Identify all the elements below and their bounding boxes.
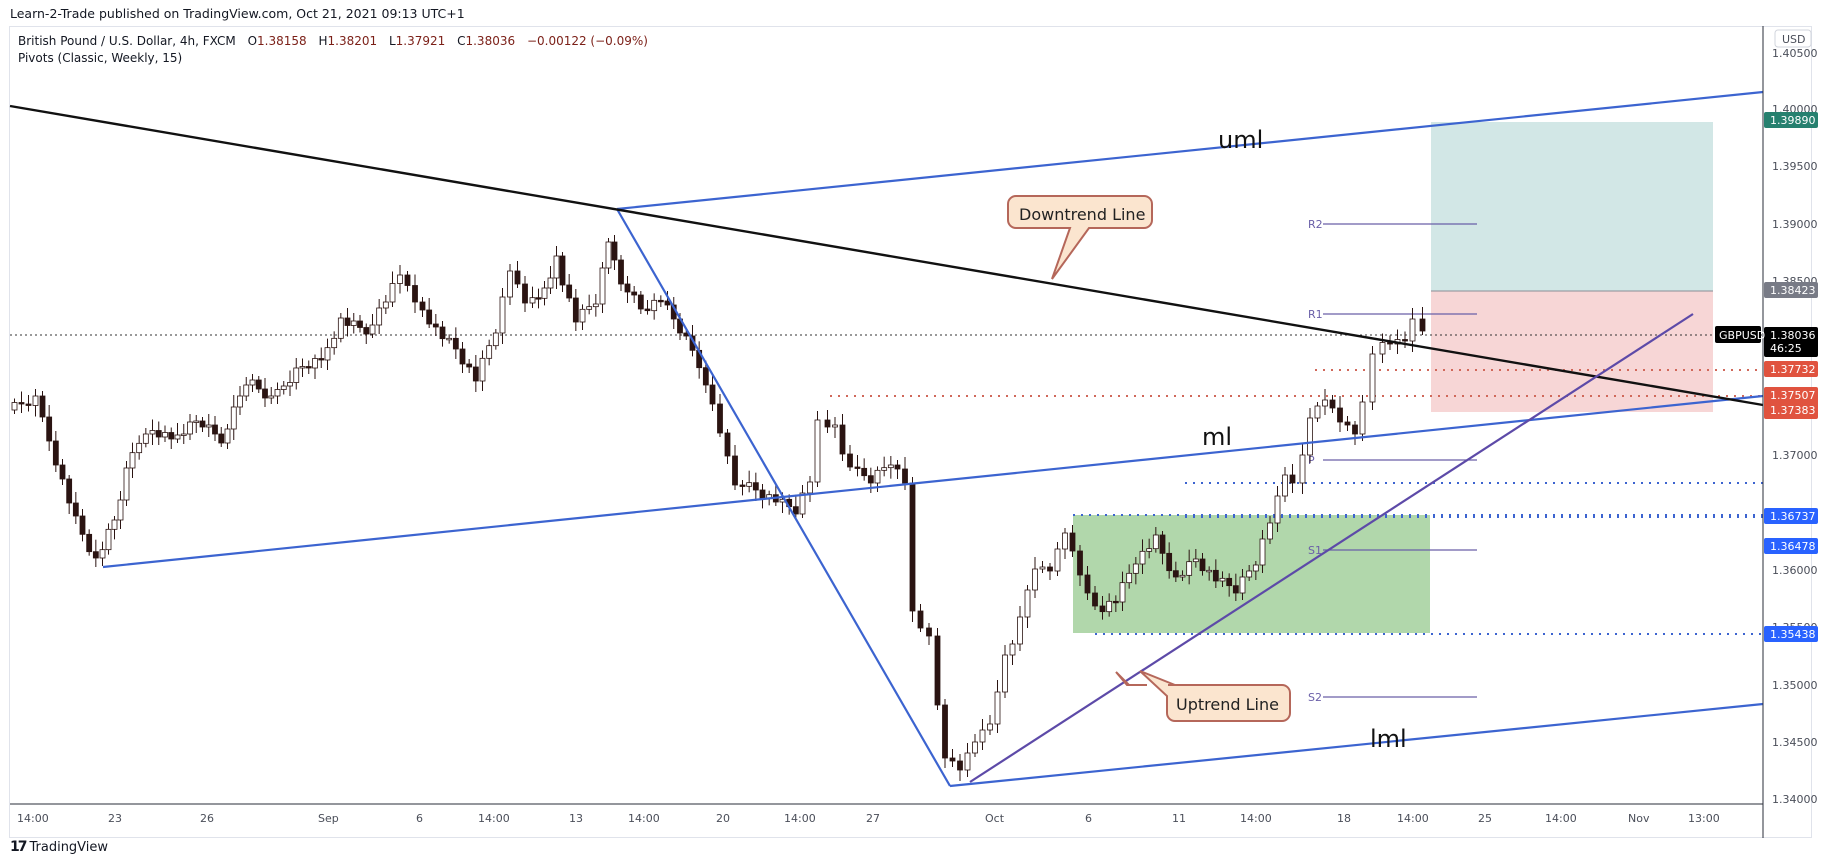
svg-text:13:00: 13:00	[1688, 812, 1720, 825]
change-value: −0.00122 (−0.09%)	[526, 34, 648, 48]
open-value: 1.38158	[257, 34, 307, 48]
svg-text:1.36737: 1.36737	[1770, 510, 1816, 523]
indicator-legend[interactable]: Pivots (Classic, Weekly, 15)	[18, 51, 183, 65]
downtrend-callout-text: Downtrend Line	[1019, 205, 1145, 224]
pivot-r1-label: R1	[1308, 308, 1323, 321]
symbol-title[interactable]: British Pound / U.S. Dollar, 4h, FXCM	[18, 34, 236, 48]
svg-text:1.38423: 1.38423	[1770, 284, 1816, 297]
svg-text:6: 6	[416, 812, 423, 825]
price-tag-r: 1.37732	[1764, 361, 1818, 377]
currency-label: USD	[1782, 33, 1806, 46]
tradingview-brand: TradingView	[29, 839, 109, 855]
svg-text:25: 25	[1478, 812, 1492, 825]
chart-legend: British Pound / U.S. Dollar, 4h, FXCM O1…	[18, 33, 648, 67]
pivot-p-label: P	[1308, 454, 1315, 467]
price-tag-last: 1.38036 46:25	[1764, 327, 1818, 357]
symbol-tag: GBPUSD	[1715, 326, 1765, 343]
downtrend-callout[interactable]: Downtrend Line	[1007, 195, 1153, 280]
svg-text:1.34500: 1.34500	[1772, 736, 1818, 749]
price-tag-target: 1.39890	[1764, 112, 1818, 128]
pivot-lines: R2 R1 P S1 S2	[1308, 218, 1477, 704]
price-tag-s3: 1.35438	[1764, 626, 1818, 642]
lml-label: lml	[1370, 725, 1407, 753]
svg-text:14:00: 14:00	[1545, 812, 1577, 825]
svg-text:14:00: 14:00	[1240, 812, 1272, 825]
svg-text:14:00: 14:00	[1397, 812, 1429, 825]
svg-text:1.36478: 1.36478	[1770, 540, 1816, 553]
svg-text:1.40500: 1.40500	[1772, 47, 1818, 60]
svg-text:1.37000: 1.37000	[1772, 449, 1818, 462]
time-axis[interactable]: 14:00 23 26 Sep 6 14:00 13 14:00 20 14:0…	[17, 812, 1720, 825]
svg-text:14:00: 14:00	[784, 812, 816, 825]
svg-text:46:25: 46:25	[1770, 342, 1802, 355]
svg-text:14:00: 14:00	[628, 812, 660, 825]
svg-text:18: 18	[1337, 812, 1351, 825]
low-value: 1.37921	[395, 34, 446, 48]
svg-text:23: 23	[108, 812, 122, 825]
svg-text:13: 13	[569, 812, 583, 825]
svg-text:14:00: 14:00	[478, 812, 510, 825]
published-by: Learn-2-Trade published on TradingView.c…	[10, 6, 465, 21]
svg-text:1.35000: 1.35000	[1772, 679, 1818, 692]
tradingview-logo[interactable]: 17 TradingView	[10, 839, 108, 855]
price-tag-s1: 1.36737	[1764, 508, 1818, 524]
downtrend-line[interactable]	[9, 104, 1764, 407]
svg-text:1.37507: 1.37507	[1770, 389, 1816, 402]
pitchfork[interactable]	[102, 90, 1764, 788]
svg-text:1.34000: 1.34000	[1772, 793, 1818, 806]
profit-zone[interactable]	[1431, 122, 1713, 291]
svg-text:Oct: Oct	[985, 812, 1005, 825]
svg-text:27: 27	[866, 812, 880, 825]
svg-text:1.39500: 1.39500	[1772, 160, 1818, 173]
svg-text:1.37383: 1.37383	[1770, 404, 1816, 417]
uptrend-line[interactable]	[969, 313, 1694, 783]
uptrend-callout[interactable]: Uptrend Line	[1115, 670, 1291, 722]
pivot-s2-label: S2	[1308, 691, 1322, 704]
svg-text:GBPUSD: GBPUSD	[1719, 329, 1765, 342]
price-tag-s2b: 1.36478	[1764, 538, 1818, 554]
close-value: 1.38036	[465, 34, 516, 48]
svg-text:Sep: Sep	[318, 812, 339, 825]
price-tag-entry: 1.37507 1.37383	[1764, 387, 1818, 419]
svg-text:1.39890: 1.39890	[1770, 114, 1816, 127]
price-tag-stop: 1.38423	[1764, 282, 1818, 298]
uml-label: uml	[1218, 126, 1263, 154]
svg-text:26: 26	[200, 812, 214, 825]
svg-text:1.38036: 1.38036	[1770, 329, 1816, 342]
svg-text:11: 11	[1172, 812, 1186, 825]
svg-text:Nov: Nov	[1628, 812, 1650, 825]
uptrend-callout-text: Uptrend Line	[1176, 695, 1279, 714]
svg-text:1.37732: 1.37732	[1770, 363, 1816, 376]
svg-text:1.36000: 1.36000	[1772, 564, 1818, 577]
svg-text:1.39000: 1.39000	[1772, 218, 1818, 231]
tradingview-mark-icon: 17	[10, 839, 28, 855]
svg-text:20: 20	[716, 812, 730, 825]
ml-label: ml	[1202, 423, 1232, 451]
pivot-s1-label: S1	[1308, 544, 1322, 557]
high-value: 1.38201	[327, 34, 378, 48]
level-lines	[10, 334, 1763, 635]
pivot-r2-label: R2	[1308, 218, 1323, 231]
candlesticks	[11, 235, 1426, 781]
price-axis[interactable]: USD 1.40500 1.40000 1.39500 1.39000 1.38…	[1715, 29, 1818, 806]
svg-text:14:00: 14:00	[17, 812, 49, 825]
legend-ohlc: British Pound / U.S. Dollar, 4h, FXCM O1…	[18, 34, 648, 48]
svg-text:1.35438: 1.35438	[1770, 628, 1816, 641]
svg-text:6: 6	[1085, 812, 1092, 825]
loss-zone[interactable]	[1431, 291, 1713, 412]
